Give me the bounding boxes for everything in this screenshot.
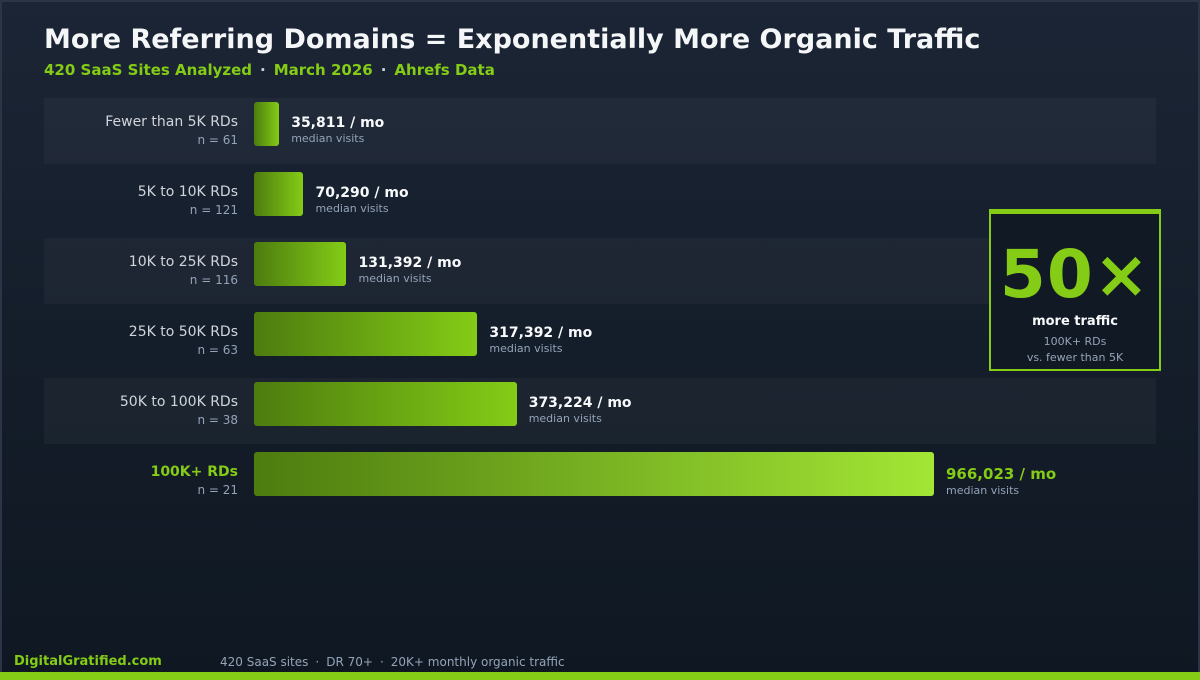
footer-note-sites: 420 SaaS sites	[220, 655, 309, 669]
value-label-group: 35,811 / mo median visits	[291, 115, 384, 145]
sample-size-label: n = 121	[189, 203, 238, 217]
value-label: 70,290 / mo	[315, 185, 409, 201]
footer-brand: DigitalGratified.com	[14, 654, 162, 669]
category-label-group: 5K to 10K RDs n = 121	[138, 184, 238, 217]
bar	[254, 382, 517, 426]
value-label: 317,392 / mo	[489, 325, 593, 341]
category-label: Fewer than 5K RDs	[105, 114, 238, 130]
category-label-group: 50K to 100K RDs n = 38	[120, 394, 238, 427]
category-label-group: 10K to 25K RDs n = 116	[129, 254, 238, 287]
bar-row: 50K to 100K RDs n = 38 373,224 / mo median …	[44, 378, 1156, 444]
value-sublabel: median visits	[358, 272, 432, 285]
bar	[254, 312, 478, 356]
bar-chart: Fewer than 5K RDs n = 61 35,811 / mo median…	[44, 98, 1156, 518]
category-label-group: Fewer than 5K RDs n = 61	[105, 114, 238, 147]
chart-title: More Referring Domains = Exponentially M…	[44, 24, 981, 55]
bar-row: 10K to 25K RDs n = 116 131,392 / mo median …	[44, 238, 1156, 304]
category-label: 100K+ RDs	[150, 464, 238, 480]
sample-size-label: n = 21	[197, 483, 238, 497]
value-sublabel: median visits	[946, 484, 1020, 497]
value-label-group: 373,224 / mo median visits	[529, 395, 632, 425]
callout-line-2: vs. fewer than 5K	[1026, 351, 1124, 364]
footer-note-dr: DR 70+	[326, 655, 373, 669]
value-label: 966,023 / mo	[946, 465, 1057, 483]
value-sublabel: median visits	[528, 412, 602, 425]
value-label: 131,392 / mo	[358, 255, 462, 271]
bar-row: 5K to 10K RDs n = 121 70,290 / mo median vi…	[44, 168, 1156, 234]
callout-label: more traffic	[1032, 314, 1118, 329]
category-label: 50K to 100K RDs	[119, 394, 238, 410]
value-label: 373,224 / mo	[528, 395, 632, 411]
value-label-group: 131,392 / mo median visits	[358, 255, 461, 285]
callout-comparison: 100K+ RDs vs. fewer than 5K	[991, 334, 1159, 366]
value-label-group: 317,392 / mo median visits	[489, 325, 592, 355]
category-label-group: 100K+ RDs n = 21	[151, 464, 238, 497]
footer-separator: ·	[315, 655, 320, 669]
bar	[254, 172, 304, 216]
bar-row: Fewer than 5K RDs n = 61 35,811 / mo median…	[44, 98, 1156, 164]
category-label: 10K to 25K RDs	[128, 254, 238, 270]
bar	[254, 102, 280, 146]
subtitle-sites: 420 SaaS Sites Analyzed	[44, 61, 253, 79]
bar	[254, 452, 934, 496]
bar	[254, 242, 347, 286]
category-label: 5K to 10K RDs	[137, 184, 238, 200]
subtitle-date: March 2026	[273, 61, 373, 79]
value-sublabel: median visits	[489, 342, 563, 355]
footer-separator: ·	[379, 655, 384, 669]
chart-subtitle: 420 SaaS Sites Analyzed · March 2026 · Ahref…	[44, 61, 495, 79]
sample-size-label: n = 116	[189, 273, 238, 287]
bar-row: 100K+ RDs n = 21 966,023 / mo median visits	[44, 448, 1156, 514]
subtitle-separator: ·	[380, 61, 387, 79]
footer-note: 420 SaaS sites · DR 70+ · 20K+ monthly organ…	[220, 655, 565, 669]
value-sublabel: median visits	[315, 202, 389, 215]
value-label-group: 70,290 / mo median visits	[315, 185, 408, 215]
callout-multiplier: 50×	[999, 236, 1151, 313]
bar-row: 25K to 50K RDs n = 63 317,392 / mo median v…	[44, 308, 1156, 374]
subtitle-source: Ahrefs Data	[394, 61, 495, 79]
sample-size-label: n = 61	[197, 133, 238, 147]
sample-size-label: n = 38	[197, 413, 238, 427]
value-label-group: 966,023 / mo median visits	[946, 465, 1056, 497]
multiplier-callout: 50× more traffic 100K+ RDs vs. fewer tha…	[989, 209, 1161, 371]
value-label: 35,811 / mo	[291, 115, 385, 131]
sample-size-label: n = 63	[197, 343, 238, 357]
category-label-group: 25K to 50K RDs n = 63	[129, 324, 238, 357]
subtitle-separator: ·	[260, 61, 266, 79]
category-label: 25K to 50K RDs	[128, 324, 238, 340]
callout-line-1: 100K+ RDs	[1043, 335, 1107, 348]
value-sublabel: median visits	[291, 132, 365, 145]
bottom-accent-bar	[0, 672, 1200, 680]
footer-note-traffic: 20K+ monthly organic traffic	[390, 655, 565, 669]
